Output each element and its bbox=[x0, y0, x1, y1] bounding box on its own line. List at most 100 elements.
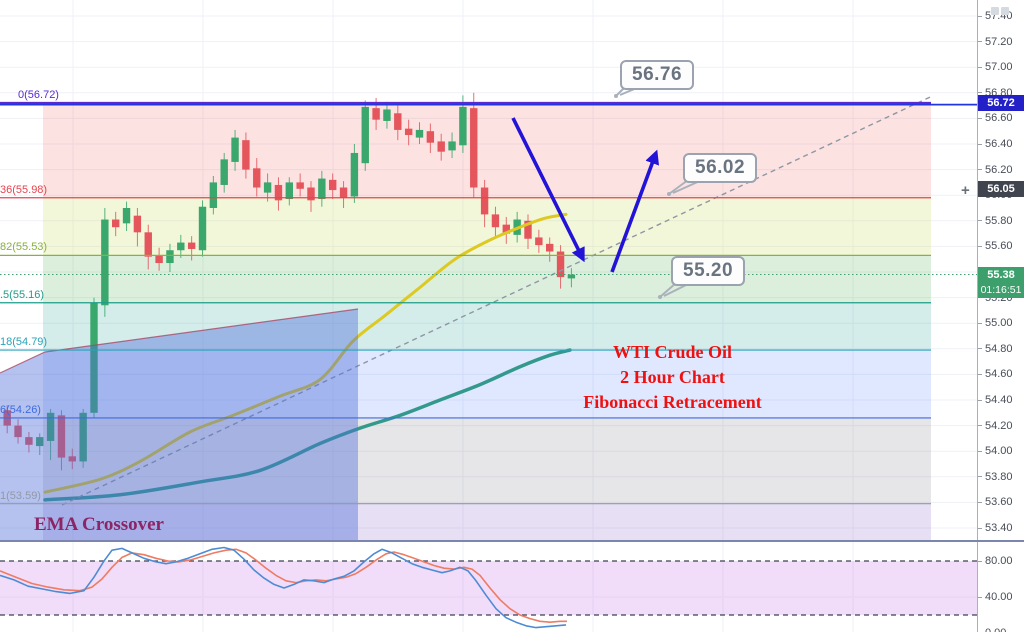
candle-body bbox=[242, 140, 250, 170]
candle-body bbox=[491, 214, 500, 228]
candle-body bbox=[383, 109, 391, 121]
ema-crossover-annotation[interactable]: EMA Crossover bbox=[34, 514, 164, 535]
candle-body bbox=[470, 108, 478, 188]
indicator-tick-40.00: 40.00 bbox=[978, 591, 1024, 603]
price-tick-57.20: 57.20 bbox=[978, 36, 1024, 48]
ema-zone-polygon[interactable] bbox=[0, 309, 358, 541]
fib-band-3 bbox=[43, 302, 931, 351]
candle-body bbox=[524, 220, 532, 239]
candle-body bbox=[535, 237, 543, 246]
price-tick-53.40: 53.40 bbox=[978, 522, 1024, 534]
price-tick-54.60: 54.60 bbox=[978, 368, 1024, 380]
candle-body bbox=[318, 178, 326, 200]
stochastic-layer bbox=[0, 546, 978, 629]
ema-fast-line bbox=[43, 212, 568, 494]
crosshair-price-badge: 56.05 bbox=[978, 180, 1024, 197]
price-tick-54.80: 54.80 bbox=[978, 343, 1024, 355]
stoch-k-line bbox=[0, 546, 567, 629]
candle-body bbox=[155, 255, 163, 264]
candle-body bbox=[350, 152, 359, 197]
callout-tail-dot bbox=[614, 94, 618, 98]
candle-body bbox=[112, 219, 120, 228]
candle-body bbox=[68, 456, 76, 462]
candle-body bbox=[274, 184, 283, 201]
ema-zone-top-edge bbox=[0, 308, 359, 374]
ema-lines-layer bbox=[43, 212, 572, 502]
trend-arrow-down[interactable] bbox=[511, 117, 585, 263]
countdown-badge: 01:16:51 bbox=[978, 281, 1024, 298]
candle-body bbox=[177, 242, 185, 251]
candle-body bbox=[285, 182, 293, 200]
candle-body bbox=[90, 302, 98, 413]
price-tick-56.60: 56.60 bbox=[978, 112, 1024, 124]
candle-body bbox=[36, 437, 44, 447]
candle-body bbox=[339, 187, 348, 198]
fib-label-1(53.59): 1(53.59) bbox=[0, 489, 41, 502]
price-tick-56.40: 56.40 bbox=[978, 138, 1024, 150]
fib-label-0(56.72): 0(56.72) bbox=[18, 89, 59, 102]
candles-layer bbox=[3, 92, 576, 471]
candle-body bbox=[144, 232, 152, 257]
candle-body bbox=[459, 106, 467, 146]
ema-zone-rect[interactable] bbox=[0, 308, 359, 541]
candle-body bbox=[361, 106, 369, 164]
annotation-line-3: Fibonacci Retracement bbox=[583, 392, 762, 412]
indicator-tick-80.00: 80.00 bbox=[978, 555, 1024, 567]
candle-body bbox=[231, 137, 239, 162]
ray-price-badge: 56.72 bbox=[978, 95, 1024, 112]
trend-arrows-layer[interactable] bbox=[511, 117, 660, 273]
candle-body bbox=[133, 215, 142, 233]
fib-label-.5(55.16): .5(55.16) bbox=[0, 288, 45, 301]
candle-body bbox=[122, 208, 131, 224]
wti-annotation[interactable]: WTI Crude Oil 2 Hour Chart Fibonacci Ret… bbox=[555, 340, 790, 415]
fib-label-6(54.26): 6(54.26) bbox=[0, 403, 41, 416]
candle-body bbox=[415, 129, 424, 138]
candle-body bbox=[187, 242, 196, 249]
trendline-layer[interactable] bbox=[61, 96, 932, 506]
candle-body bbox=[79, 412, 87, 462]
candle-body bbox=[46, 412, 55, 441]
candle-body bbox=[394, 113, 402, 130]
candle-body bbox=[101, 219, 109, 306]
dashed-trendline[interactable] bbox=[61, 96, 932, 506]
candle-body bbox=[426, 131, 435, 143]
indicator-axis[interactable]: 80.00 40.00 0.00 bbox=[977, 542, 1024, 632]
callout-tail-dot bbox=[667, 192, 671, 196]
candle-body bbox=[448, 141, 456, 151]
price-tick-55.60: 55.60 bbox=[978, 240, 1024, 252]
price-tick-56.20: 56.20 bbox=[978, 164, 1024, 176]
pane-separator[interactable] bbox=[0, 540, 1024, 542]
indicator-tick-0.00: 0.00 bbox=[978, 627, 1024, 632]
candle-body bbox=[567, 274, 576, 279]
candle-body bbox=[404, 128, 413, 136]
fibonacci-bands-layer[interactable] bbox=[43, 103, 931, 540]
price-tick-54.00: 54.00 bbox=[978, 445, 1024, 457]
price-tick-54.40: 54.40 bbox=[978, 394, 1024, 406]
annotation-line-1: WTI Crude Oil bbox=[612, 342, 732, 362]
fibonacci-lines-layer[interactable] bbox=[0, 101, 931, 505]
candle-body bbox=[437, 141, 445, 152]
ema-slow-line bbox=[43, 348, 572, 502]
candle-body bbox=[546, 243, 554, 252]
candle-body bbox=[480, 187, 489, 215]
callout-56-76[interactable]: 56.76 bbox=[620, 60, 695, 90]
square-icon-1[interactable] bbox=[991, 7, 999, 15]
fib-label-18(54.79): 18(54.79) bbox=[0, 336, 48, 349]
square-icon-2[interactable] bbox=[1001, 7, 1009, 15]
price-tick-55.80: 55.80 bbox=[978, 215, 1024, 227]
add-alert-plus-icon[interactable]: + bbox=[961, 182, 970, 199]
candle-body bbox=[220, 159, 228, 185]
candle-body bbox=[209, 182, 218, 208]
fib-band-6 bbox=[43, 503, 931, 540]
price-tick-53.60: 53.60 bbox=[978, 496, 1024, 508]
grid-layer bbox=[0, 0, 978, 632]
price-tick-53.80: 53.80 bbox=[978, 471, 1024, 483]
trend-arrow-up[interactable] bbox=[610, 149, 660, 273]
callout-55-20[interactable]: 55.20 bbox=[671, 256, 746, 286]
candle-body bbox=[14, 425, 22, 438]
candle-body bbox=[556, 251, 565, 278]
callout-56-02[interactable]: 56.02 bbox=[683, 153, 758, 183]
price-tick-57.00: 57.00 bbox=[978, 61, 1024, 73]
